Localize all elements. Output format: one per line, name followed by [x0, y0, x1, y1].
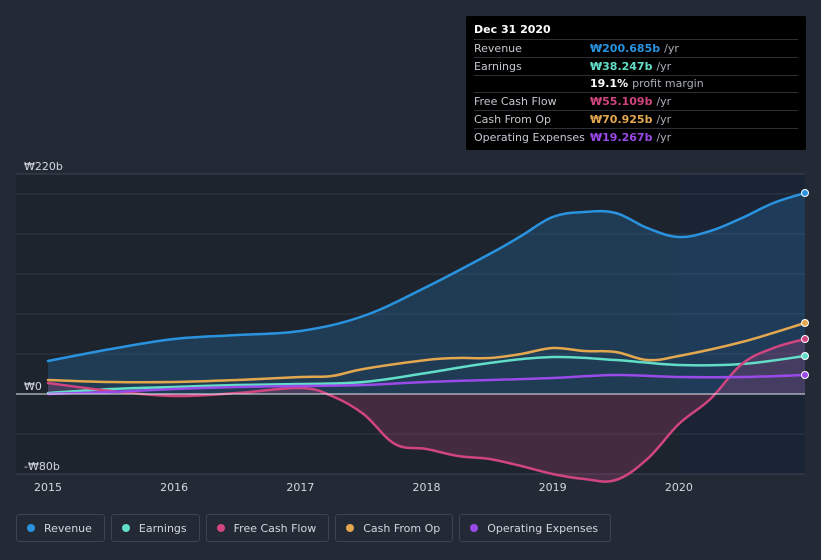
line-free-cash-flow — [46, 337, 807, 483]
legend-label: Revenue — [44, 521, 92, 535]
tooltip-row-value: ₩19.267b — [590, 130, 653, 144]
x-tick-label: 2020 — [665, 481, 693, 494]
legend-dot-icon — [121, 524, 130, 532]
legend-label: Earnings — [138, 521, 187, 535]
endpoint-operating-expenses — [801, 371, 809, 379]
tooltip-row-value: ₩38.247b — [590, 59, 653, 73]
x-tick-label: 2018 — [413, 481, 441, 494]
tooltip-row-value: ₩70.925b — [590, 113, 653, 127]
line-operating-expenses — [46, 373, 807, 396]
tooltip-row-unit: /yr — [656, 130, 672, 144]
line-earnings — [46, 354, 807, 395]
tooltip-row-value: ₩55.109b — [590, 95, 653, 109]
legend-dot-icon — [346, 524, 355, 532]
legend-item-cash-from-op[interactable]: Cash From Op — [335, 514, 454, 542]
tooltip-row-unit: /yr — [656, 59, 672, 73]
tooltip-row-value: ₩200.685b — [590, 41, 661, 55]
tooltip-row-label: Free Cash Flow — [474, 95, 557, 109]
tooltip-row: Free Cash Flow ₩55.109b/yr — [474, 92, 798, 110]
y-tick-label: ₩0 — [24, 380, 42, 393]
legend-item-free-cash-flow[interactable]: Free Cash Flow — [205, 514, 330, 542]
x-tick-label: 2015 — [34, 481, 62, 494]
legend-item-earnings[interactable]: Earnings — [110, 514, 200, 542]
legend-dot-icon — [27, 524, 35, 532]
legend-dot-icon — [216, 524, 225, 532]
legend-item-operating-expenses[interactable]: Operating Expenses — [459, 514, 612, 542]
legend-label: Operating Expenses — [487, 521, 599, 535]
area-free-cash-flow — [48, 339, 805, 482]
tooltip-row-value: 19.1% — [590, 77, 629, 91]
plot-background — [16, 174, 805, 474]
legend-label: Cash From Op — [363, 521, 441, 535]
tooltip-row: Cash From Op ₩70.925b/yr — [474, 110, 798, 128]
x-tick-label: 2019 — [539, 481, 567, 494]
line-cash-from-op — [46, 321, 807, 384]
legend-dot-icon — [470, 524, 479, 532]
legend: Revenue Earnings Free Cash Flow Cash From O… — [16, 514, 612, 542]
tooltip-row: Operating Expenses ₩19.267b/yr — [474, 127, 798, 146]
endpoint-free-cash-flow — [801, 335, 809, 343]
line-revenue — [46, 191, 807, 363]
endpoint-earnings — [801, 352, 809, 360]
tooltip-row: Earnings ₩38.247b/yr — [474, 56, 798, 75]
highlight-band — [678, 174, 805, 474]
x-tick-label: 2017 — [286, 481, 314, 494]
tooltip-panel: Dec 31 2020 Revenue ₩200.685b/yr Earnings ₩… — [466, 16, 806, 150]
endpoint-cash-from-op — [801, 319, 809, 327]
tooltip-row-unit: /yr — [656, 113, 672, 127]
y-tick-label: ₩220b — [24, 160, 63, 173]
x-tick-label: 2016 — [160, 481, 188, 494]
tooltip-row-unit: /yr — [664, 41, 679, 55]
tooltip-row: Revenue ₩200.685b/yr — [474, 39, 798, 57]
tooltip-row-unit: /yr — [656, 95, 672, 109]
tooltip-row-label: Operating Expenses — [474, 130, 585, 144]
tooltip-row-label: Earnings — [474, 59, 522, 73]
tooltip-row: 19.1% profit margin — [474, 74, 798, 93]
tooltip-date: Dec 31 2020 — [474, 23, 551, 36]
tooltip-row-label: Revenue — [474, 41, 522, 55]
legend-label: Free Cash Flow — [233, 521, 317, 535]
tooltip-row-unit: profit margin — [632, 77, 704, 91]
area-revenue — [48, 193, 805, 394]
legend-item-revenue[interactable]: Revenue — [16, 514, 105, 542]
y-tick-label: -₩80b — [24, 460, 60, 473]
tooltip-row-label: Cash From Op — [474, 113, 552, 127]
endpoint-revenue — [801, 189, 809, 197]
